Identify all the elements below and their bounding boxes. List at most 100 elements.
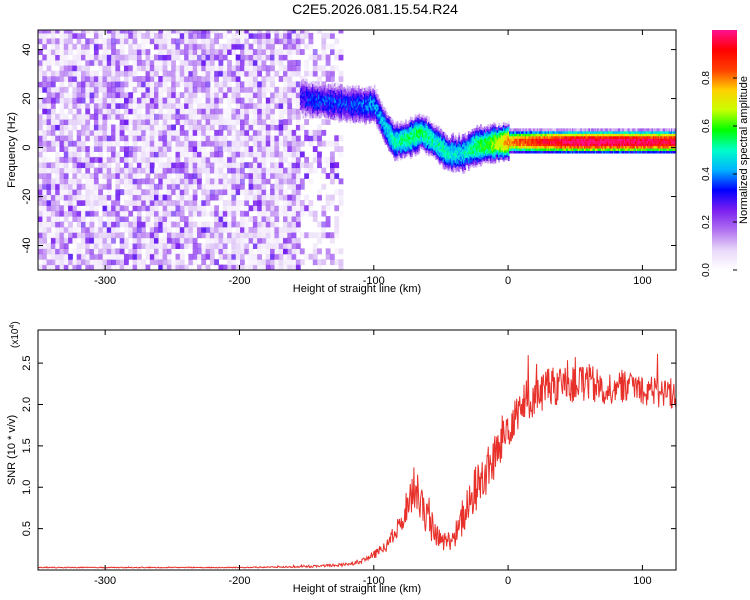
heatmap-cell	[158, 259, 164, 266]
heatmap-cell	[274, 232, 280, 239]
heatmap-ridge-cell	[335, 114, 337, 118]
heatmap-cell	[283, 97, 288, 104]
heatmap-ridge-cell	[332, 85, 335, 89]
heatmap-ridge-cell	[377, 109, 380, 113]
heatmap-ridge-cell	[345, 112, 348, 116]
heatmap-cell	[240, 97, 245, 104]
heatmap-cell	[132, 253, 138, 260]
heatmap-cell	[295, 210, 301, 217]
heatmap-cell	[111, 232, 116, 239]
heatmap-cell	[166, 140, 172, 147]
heatmap-ridge-cell	[347, 102, 349, 106]
heatmap-cell	[98, 140, 103, 147]
heatmap-cell	[244, 108, 250, 115]
heatmap-ridge-cell	[324, 85, 326, 89]
heatmap-cell	[72, 81, 78, 88]
heatmap-cell	[124, 70, 129, 77]
heatmap-cell	[132, 183, 138, 190]
heatmap-ridge-cell	[476, 132, 479, 136]
heatmap-ridge-cell	[428, 131, 430, 135]
heatmap-cell	[209, 30, 215, 34]
heatmap-cell	[149, 113, 155, 120]
heatmap-ridge-cell	[367, 105, 370, 109]
heatmap-cell	[119, 92, 125, 99]
heatmap-cell	[201, 205, 207, 212]
heatmap-cell	[158, 103, 164, 109]
heatmap-ridge-cell	[436, 131, 439, 135]
heatmap-cell	[171, 264, 176, 270]
heatmap-cell	[63, 248, 69, 255]
heatmap-cell	[218, 65, 224, 72]
heatmap-cell	[209, 151, 215, 158]
heatmap-ridge-cell	[336, 116, 338, 120]
heatmap-cell	[287, 140, 293, 147]
heatmap-cell	[85, 86, 91, 93]
heatmap-cell	[192, 135, 198, 142]
heatmap-cell	[149, 92, 155, 99]
heatmap-ridge-cell	[364, 92, 366, 96]
heatmap-cell	[265, 259, 271, 266]
heatmap-ridge-cell	[401, 138, 404, 142]
heatmap-cell	[63, 173, 69, 179]
heatmap-cell	[115, 135, 121, 142]
heatmap-cell	[145, 200, 151, 206]
heatmap-cell	[278, 92, 284, 99]
heatmap-cell	[55, 259, 60, 266]
heatmap-ridge-cell	[457, 143, 459, 147]
heatmap-cell	[171, 108, 176, 115]
heatmap-ridge-cell	[409, 126, 412, 130]
heatmap-cell	[76, 30, 82, 34]
heatmap-ridge-cell	[442, 163, 445, 167]
heatmap-cell	[85, 194, 91, 201]
heatmap-cell	[46, 86, 52, 93]
heatmap-ridge-cell	[327, 113, 330, 117]
heatmap-ridge-cell	[492, 160, 494, 164]
heatmap-cell	[111, 253, 116, 260]
heatmap-ridge-cell	[326, 84, 329, 88]
heatmap-ridge-cell	[299, 107, 302, 110]
heatmap-ridge-cell	[412, 120, 415, 124]
heatmap-ridge-cell	[389, 121, 392, 125]
heatmap-cell	[166, 253, 172, 260]
heatmap-ridge-cell	[302, 91, 305, 95]
heatmap-cell	[166, 264, 172, 270]
heatmap-ridge-cell	[492, 126, 494, 130]
heatmap-cell	[278, 183, 284, 190]
heatmap-ridge-cell	[481, 144, 483, 148]
heatmap-ridge-cell	[382, 113, 384, 117]
heatmap-ridge-cell	[393, 139, 395, 143]
heatmap-cell	[201, 49, 207, 55]
heatmap-cell	[128, 81, 134, 88]
heatmap-cell	[72, 264, 78, 270]
heatmap-cell	[240, 173, 245, 179]
heatmap-ridge-cell	[370, 103, 372, 106]
heatmap-ridge-cell	[412, 127, 415, 131]
heatmap-ridge-cell	[388, 131, 390, 134]
heatmap-cell	[192, 146, 198, 152]
heatmap-ridge-cell	[314, 93, 317, 97]
heatmap-ridge-cell	[471, 143, 474, 147]
heatmap-cell	[85, 146, 91, 152]
heatmap-ridge-cell	[423, 140, 425, 143]
heatmap-cell	[106, 189, 112, 196]
heatmap-ridge-cell	[344, 95, 347, 99]
heatmap-cell	[106, 38, 112, 45]
heatmap-cell	[252, 205, 258, 212]
heatmap-cell	[295, 113, 301, 120]
heatmap-cell	[188, 30, 194, 34]
heatmap-cell	[93, 59, 99, 66]
heatmap-cell	[136, 76, 142, 82]
heatmap-cell	[278, 103, 284, 109]
heatmap-cell	[81, 124, 86, 131]
heatmap-ridge-cell	[351, 114, 354, 118]
heatmap-ridge-cell	[432, 147, 435, 151]
heatmap-cell	[252, 259, 258, 266]
heatmap-cell	[270, 237, 275, 244]
heatmap-ridge-cell	[377, 121, 380, 125]
heatmap-cell	[188, 59, 194, 66]
heatmap-ridge-cell	[362, 118, 365, 122]
heatmap-ridge-cell	[490, 152, 493, 156]
heatmap-cell	[317, 54, 322, 61]
heatmap-ridge-cell	[454, 150, 457, 154]
heatmap-cell	[261, 221, 267, 228]
